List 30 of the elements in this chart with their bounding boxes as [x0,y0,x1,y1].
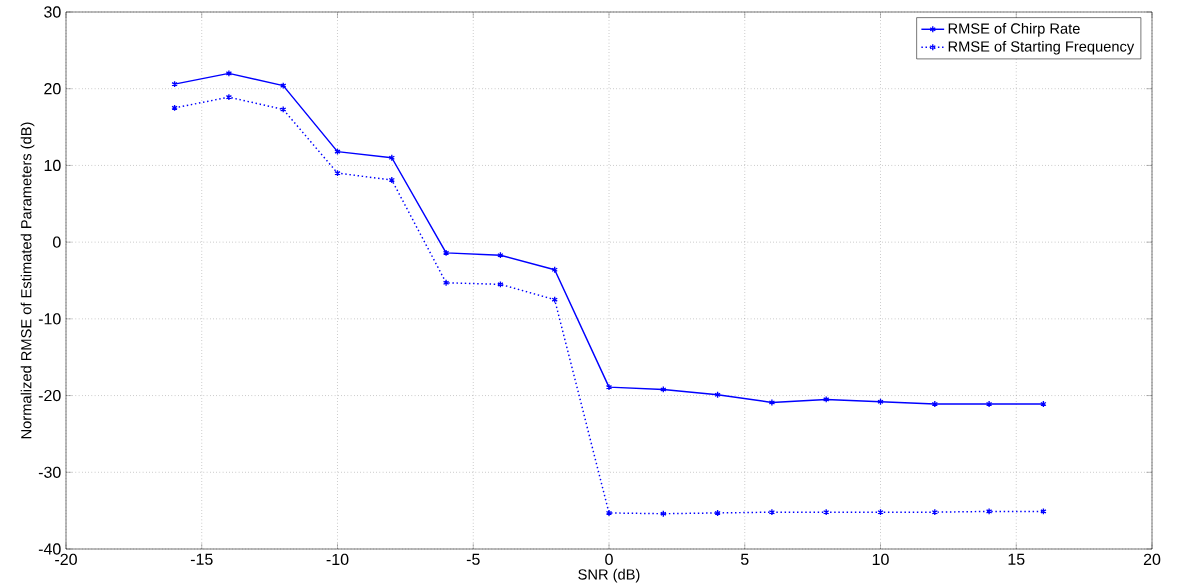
x-tick-label: -15 [190,553,213,565]
x-axis-title: SNR (dB) [578,568,640,583]
point [985,400,993,408]
y-tick-label: 20 [44,83,61,95]
x-tick-label: 5 [740,553,749,565]
x-tick-label: -20 [55,553,77,566]
x-tick-label: 0 [605,553,613,566]
point [442,279,450,287]
point [768,508,776,516]
x-tick-label: 15 [1008,553,1025,565]
y-axis-title: Normalized RMSE of Estimated Parameters (dB) [20,122,35,439]
y-tick-label: 10 [44,159,61,172]
point [442,249,450,257]
point [985,507,993,516]
x-tick-label: -10 [326,553,349,566]
y-tick-label: -10 [38,313,61,325]
x-tick-label: 20 [1143,553,1161,566]
point [605,383,613,391]
legend-label: RMSE of Chirp Rate [948,22,1080,37]
point [605,509,613,517]
y-tick-label: -30 [38,466,61,478]
x-tick-label: 10 [872,553,889,566]
legend-label: RMSE of Starting Frequency [948,40,1135,55]
point [225,93,233,101]
y-tick-label: 0 [53,236,61,248]
y-tick-label: -40 [38,543,61,555]
point [225,69,233,77]
y-tick-label: 30 [44,6,61,18]
y-tick-label: -20 [38,389,61,402]
x-tick-label: -5 [466,553,480,565]
